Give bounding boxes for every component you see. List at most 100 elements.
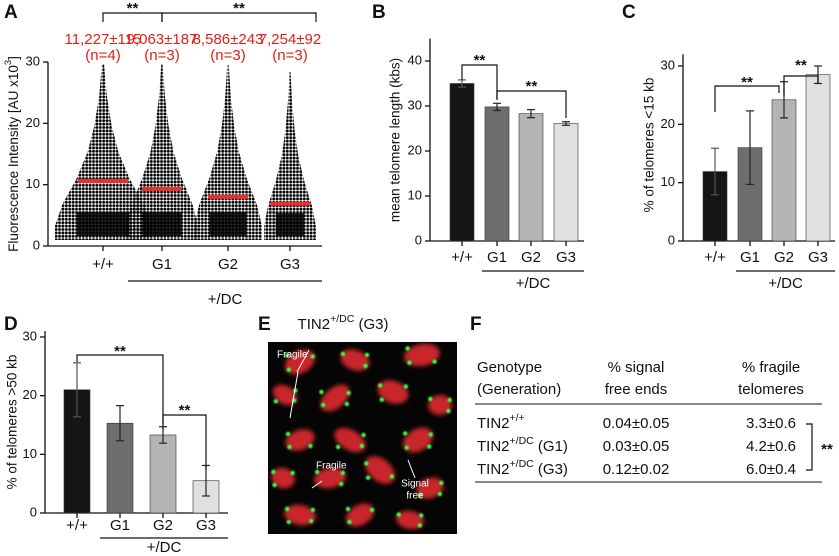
telomere-signal <box>396 512 401 517</box>
dot-core <box>76 211 130 236</box>
telomere-signal <box>427 444 432 449</box>
pointer <box>407 459 416 479</box>
error-bar <box>116 405 124 442</box>
significance-bracket <box>783 75 819 96</box>
telomere-signal <box>418 492 423 498</box>
y-tick-label: 20 <box>26 115 40 130</box>
chromosome <box>416 477 444 499</box>
pointer <box>289 371 299 419</box>
significance-label: ** <box>233 0 245 17</box>
table-cell-base: TIN2 <box>477 415 510 432</box>
table-cell-end: (G1) <box>534 438 568 455</box>
dot-core <box>209 211 247 236</box>
y-tick-label: 30 <box>23 328 37 343</box>
x-tick-label: +/+ <box>66 517 88 534</box>
telomere-signal <box>285 353 290 358</box>
table-cell-end: (G3) <box>534 461 568 478</box>
telomere-signal <box>361 432 366 438</box>
telomere-signal <box>345 506 351 512</box>
significance-bracket <box>714 85 780 112</box>
dot-cloud <box>264 72 316 240</box>
image-label: Signal <box>401 479 429 490</box>
error-bar <box>527 108 535 119</box>
x-tick-label: G1 <box>487 249 507 266</box>
panel-letter: B <box>372 2 386 23</box>
chromosome <box>285 429 315 451</box>
chromosome <box>365 456 395 484</box>
telomere-signal <box>389 474 395 479</box>
group-label: +/DC <box>208 291 243 308</box>
bar <box>484 106 510 242</box>
x-tick-label: G3 <box>280 256 300 273</box>
table-cell: TIN2+/+ <box>477 412 525 432</box>
telomere-signal <box>379 397 384 402</box>
telomere-signal <box>340 470 345 476</box>
y-axis-label: % of telomeres <15 kb <box>642 78 657 213</box>
chromosome <box>314 467 346 489</box>
chromosome <box>396 510 424 530</box>
telomere-signal <box>339 481 344 487</box>
telomere-signal <box>428 432 433 437</box>
telomere-signal <box>335 444 341 450</box>
chromosome <box>320 384 350 412</box>
y-tick-label: 40 <box>408 52 422 67</box>
telomere-signal <box>437 491 442 497</box>
telomere-signal <box>290 470 295 476</box>
telomere-signal <box>403 431 408 436</box>
error-bar <box>493 102 501 112</box>
chromosome <box>272 384 298 406</box>
telomere-signal <box>364 352 370 358</box>
chromosome <box>346 503 374 527</box>
telomere-signal <box>417 523 422 528</box>
telomere-signal <box>310 507 315 513</box>
panel-letter: D <box>4 314 18 335</box>
table-cell: 0.12±0.02 <box>603 461 670 478</box>
telomere-signal <box>273 399 279 404</box>
y-axis-label-text: Fluorescence Intensity [AU x10 <box>6 65 21 252</box>
pointer <box>296 349 310 373</box>
error-bar <box>711 147 719 196</box>
y-tick-label: 0 <box>415 232 422 247</box>
y-tick-label: 0 <box>33 237 40 252</box>
annotation: 9,063±187 <box>127 31 198 48</box>
significance-label: ** <box>795 57 807 74</box>
y-tick-label: 30 <box>408 97 422 112</box>
panel-letter: C <box>622 2 636 23</box>
telomere-signal <box>364 461 369 466</box>
group-label: +/DC <box>768 275 803 292</box>
x-tick-label: G3 <box>196 517 216 534</box>
table-cell-base: TIN2 <box>477 438 510 455</box>
table-cell: 0.04±0.05 <box>603 415 670 432</box>
telomere-signal <box>287 444 292 450</box>
y-tick-label: 30 <box>661 57 675 72</box>
x-tick-label: +/+ <box>92 256 114 273</box>
significance-bracket <box>76 354 164 430</box>
telomere-signal <box>344 401 350 407</box>
table-cell: 6.0±0.4 <box>746 461 796 478</box>
mean-line <box>78 178 128 183</box>
chromosome <box>428 395 452 415</box>
y-axis-label: % of telomeres >50 kb <box>5 355 20 490</box>
telomere-signal <box>285 431 291 437</box>
bar <box>553 123 579 242</box>
telomere-signal <box>347 519 352 525</box>
y-tick-label: 20 <box>408 142 422 157</box>
x-tick-label: G1 <box>740 249 760 266</box>
telomere-signal <box>404 445 409 450</box>
telomere-signal <box>319 389 324 395</box>
telomere-signal <box>419 513 424 518</box>
telomere-signal <box>340 351 346 357</box>
telomere-signal <box>271 469 276 475</box>
x-tick-label: G2 <box>774 249 794 266</box>
y-axis-label-end: ] <box>6 56 21 60</box>
image-title-base: TIN2 <box>298 316 331 333</box>
y-tick-label: 0 <box>668 232 675 247</box>
significance-label: ** <box>821 441 833 458</box>
telomere-signal <box>286 367 291 372</box>
table-cell: 0.03±0.05 <box>603 438 670 455</box>
y-tick-label: 0 <box>30 504 37 519</box>
chromosome <box>377 380 409 404</box>
annotation: 7,254±92 <box>259 31 321 48</box>
dot-core <box>142 211 182 236</box>
annotation: 11,227±115 <box>65 31 142 48</box>
